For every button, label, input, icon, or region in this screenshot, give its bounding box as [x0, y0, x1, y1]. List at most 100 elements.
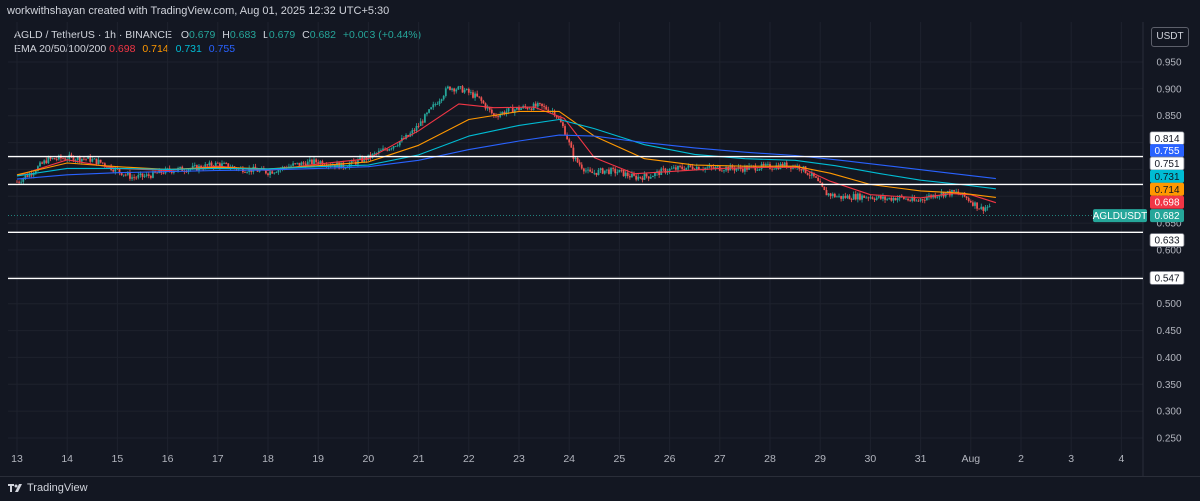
candle-body	[133, 177, 136, 179]
candle-body	[967, 198, 970, 201]
price-badge-bg	[1150, 209, 1184, 223]
candle-body	[32, 173, 35, 176]
candle-body	[647, 176, 650, 179]
ema-row[interactable]: EMA 20/50/100/200 0.698 0.714 0.731 0.75…	[14, 42, 425, 56]
candle-body	[513, 109, 516, 113]
candle-body	[771, 168, 773, 170]
symbol-tag-bg	[1093, 209, 1147, 223]
candle-body	[432, 104, 435, 108]
price-badge-label: 0.755	[1154, 146, 1179, 157]
candle-body	[490, 109, 493, 114]
candle-body	[631, 173, 633, 178]
candle-body	[317, 162, 320, 164]
y-tick-label: 0.250	[1156, 434, 1181, 445]
candle-body	[564, 126, 566, 135]
candle-body	[539, 103, 541, 104]
currency-button[interactable]: USDT	[1151, 27, 1189, 47]
candle-body	[484, 103, 487, 109]
candle-body	[97, 159, 100, 165]
candle-body	[831, 193, 834, 197]
candle-body	[863, 195, 866, 198]
price-badge-bg	[1150, 144, 1184, 158]
candle-body	[507, 107, 510, 112]
candle-body	[455, 89, 458, 92]
candle-body	[658, 171, 661, 175]
candle-body	[800, 169, 803, 171]
price-badge-label: 0.633	[1154, 236, 1179, 247]
candle-body	[833, 193, 836, 198]
candle-body	[95, 158, 98, 165]
candle-body	[911, 197, 914, 201]
candle-body	[386, 149, 389, 151]
candle-body	[988, 206, 991, 208]
candle-body	[377, 150, 380, 154]
candle-body	[643, 173, 646, 180]
candle-body	[622, 170, 625, 177]
candle-body	[783, 162, 786, 167]
candle-body	[47, 157, 50, 164]
candle-body	[756, 170, 759, 171]
candle-body	[367, 154, 370, 160]
candle-body	[352, 160, 355, 162]
candle-body	[915, 200, 918, 202]
tradingview-logo[interactable]: TradingView	[8, 482, 88, 494]
candle-body	[296, 162, 299, 164]
candle-body	[842, 195, 845, 199]
candle-body	[101, 162, 104, 164]
candle-body	[394, 146, 397, 147]
candle-body	[668, 168, 671, 172]
candle-body	[434, 104, 437, 105]
candle-body	[785, 162, 788, 168]
ema-label[interactable]: EMA 20/50/100/200	[14, 43, 107, 55]
x-tick-label: 3	[1068, 453, 1074, 465]
x-tick-label: 26	[664, 453, 676, 465]
candle-body	[411, 130, 414, 134]
candle-body	[179, 166, 182, 169]
candle-body	[440, 99, 443, 102]
candle-body	[877, 196, 880, 198]
candle-body	[674, 167, 677, 170]
candle-body	[495, 115, 497, 117]
candle-body	[99, 159, 102, 163]
chart-legend: AGLD / TetherUS · 1h · BINANCE O0.679 H0…	[14, 28, 425, 56]
price-badge-0.814: 0.814	[1149, 131, 1185, 146]
candle-body	[971, 202, 974, 206]
candle-body	[430, 107, 433, 110]
candle-body	[635, 175, 638, 180]
candle-body	[955, 191, 958, 193]
candle-body	[978, 208, 981, 210]
candle-body	[704, 167, 707, 170]
price-badge-bg	[1150, 182, 1184, 196]
candle-body	[526, 107, 529, 110]
candle-body	[808, 174, 811, 176]
symbol-tag-label: AGLDUSDT	[1093, 211, 1147, 222]
candle-body	[530, 108, 533, 110]
candle-body	[76, 156, 79, 160]
candle-body	[51, 158, 54, 159]
candle-body	[449, 86, 451, 90]
candle-body	[49, 157, 52, 159]
candle-body	[497, 116, 499, 118]
price-chart[interactable]: 0.9500.9000.8500.8000.7500.7000.6500.600…	[0, 0, 1200, 476]
candle-body	[620, 169, 623, 171]
symbol-row[interactable]: AGLD / TetherUS · 1h · BINANCE O0.679 H0…	[14, 28, 425, 42]
candle-body	[143, 175, 146, 177]
candle-body	[735, 168, 738, 171]
x-tick-label: 4	[1118, 453, 1124, 465]
symbol-name[interactable]: AGLD / TetherUS · 1h · BINANCE	[14, 29, 172, 41]
candle-body	[894, 197, 897, 201]
candle-body	[18, 181, 20, 183]
candle-body	[74, 159, 77, 162]
ohlc-high-value: 0.683	[229, 29, 257, 41]
candle-body	[461, 86, 464, 93]
candle-body	[511, 106, 514, 113]
candle-body	[781, 163, 784, 167]
x-tick-label: 18	[262, 453, 274, 465]
candle-body	[869, 197, 872, 199]
candle-body	[185, 171, 188, 173]
candle-body	[601, 168, 604, 174]
candle-body	[984, 207, 987, 211]
candle-body	[817, 177, 820, 182]
candle-body	[156, 172, 159, 174]
candle-body	[114, 167, 117, 172]
